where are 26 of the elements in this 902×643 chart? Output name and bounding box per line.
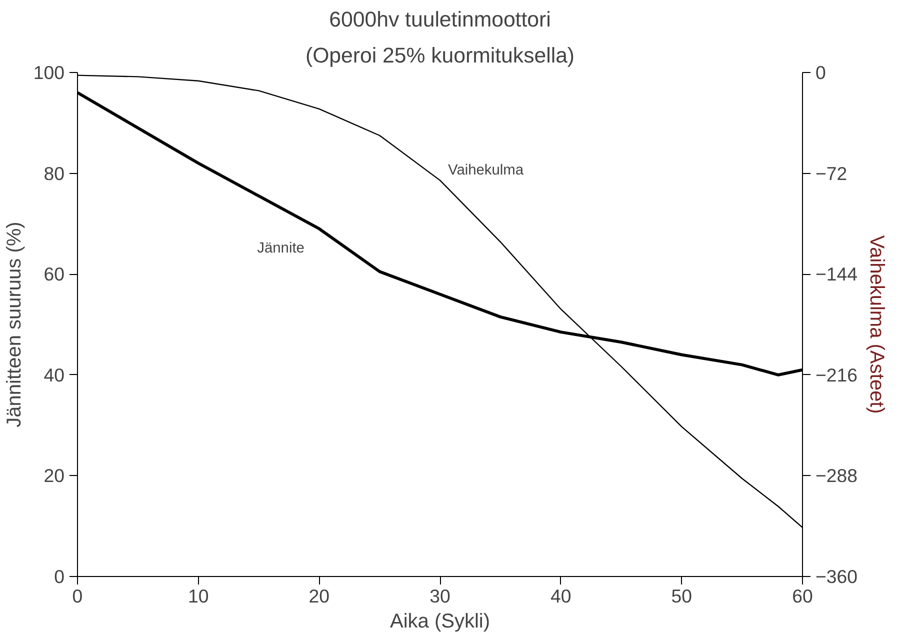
x-tick-label: 20 bbox=[308, 586, 330, 606]
y2-tick-label: −288 bbox=[816, 465, 858, 486]
x-tick-label: 60 bbox=[792, 586, 813, 606]
x-tick-label: 0 bbox=[72, 586, 83, 606]
y-tick-label: 60 bbox=[44, 264, 65, 285]
x-tick-label: 10 bbox=[188, 586, 209, 606]
y-tick-label: 40 bbox=[44, 364, 65, 386]
chart-subtitle: (Operoi 25% kuormituksella) bbox=[305, 44, 575, 68]
y2-tick-label: −360 bbox=[816, 566, 858, 587]
y2-tick-label: 0 bbox=[816, 62, 826, 83]
x-tick-label: 50 bbox=[671, 586, 692, 606]
x-tick-label: 30 bbox=[430, 586, 450, 606]
y2-axis-title: Vaihekulma (Asteet) bbox=[866, 235, 888, 414]
chart-title: 6000hv tuuletinmoottori bbox=[329, 8, 551, 32]
y-axis-title: Jännitteen suuruus (%) bbox=[3, 222, 26, 428]
y-tick-label: 20 bbox=[44, 465, 65, 486]
series-label: Jännite bbox=[257, 240, 304, 257]
x-tick-label: 40 bbox=[550, 586, 572, 606]
y-tick-label: 0 bbox=[54, 566, 65, 587]
y2-tick-label: −216 bbox=[816, 364, 858, 386]
y2-tick-label: −72 bbox=[816, 162, 848, 184]
x-axis-title: Aika (Sykli) bbox=[390, 610, 490, 632]
y2-tick-label: −144 bbox=[816, 264, 858, 285]
series-label: Vaihekulma bbox=[448, 162, 524, 178]
y-tick-label: 100 bbox=[33, 62, 65, 83]
y-tick-label: 80 bbox=[44, 162, 65, 184]
